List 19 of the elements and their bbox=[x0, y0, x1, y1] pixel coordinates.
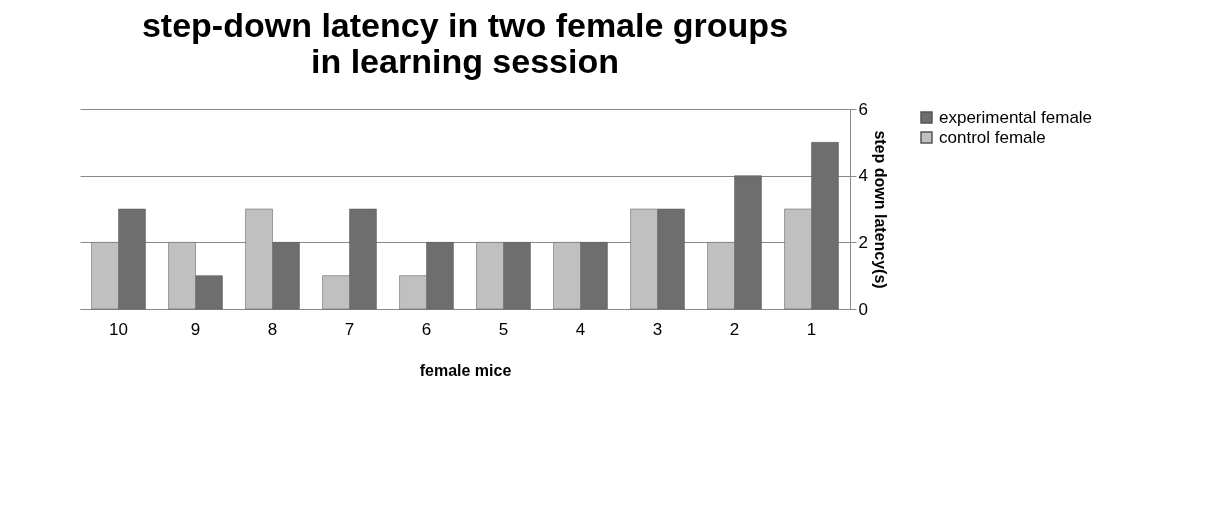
x-tick-label: 6 bbox=[421, 319, 432, 339]
y-axis-title: step down latency(s) bbox=[871, 130, 889, 289]
x-tick-label: 1 bbox=[806, 319, 817, 339]
legend-label: experimental female bbox=[939, 107, 1093, 127]
legend-label: control female bbox=[939, 127, 1046, 147]
x-tick-label: 7 bbox=[344, 319, 355, 339]
x-tick-label: 8 bbox=[267, 319, 278, 339]
y-tick-label: 4 bbox=[858, 166, 868, 186]
x-axis-title: female mice bbox=[419, 361, 512, 379]
chart-title: step-down latency in two female groups in learning session bbox=[141, 6, 789, 80]
x-tick-label: 10 bbox=[109, 319, 128, 339]
x-tick-label: 4 bbox=[575, 319, 586, 339]
y-tick-label: 0 bbox=[858, 299, 868, 319]
x-tick-label: 2 bbox=[729, 319, 740, 339]
x-tick-label: 5 bbox=[498, 319, 509, 339]
y-tick-label: 2 bbox=[858, 232, 868, 252]
y-tick-label: 6 bbox=[858, 99, 868, 119]
x-tick-label: 9 bbox=[190, 319, 201, 339]
x-tick-label: 3 bbox=[652, 319, 663, 339]
